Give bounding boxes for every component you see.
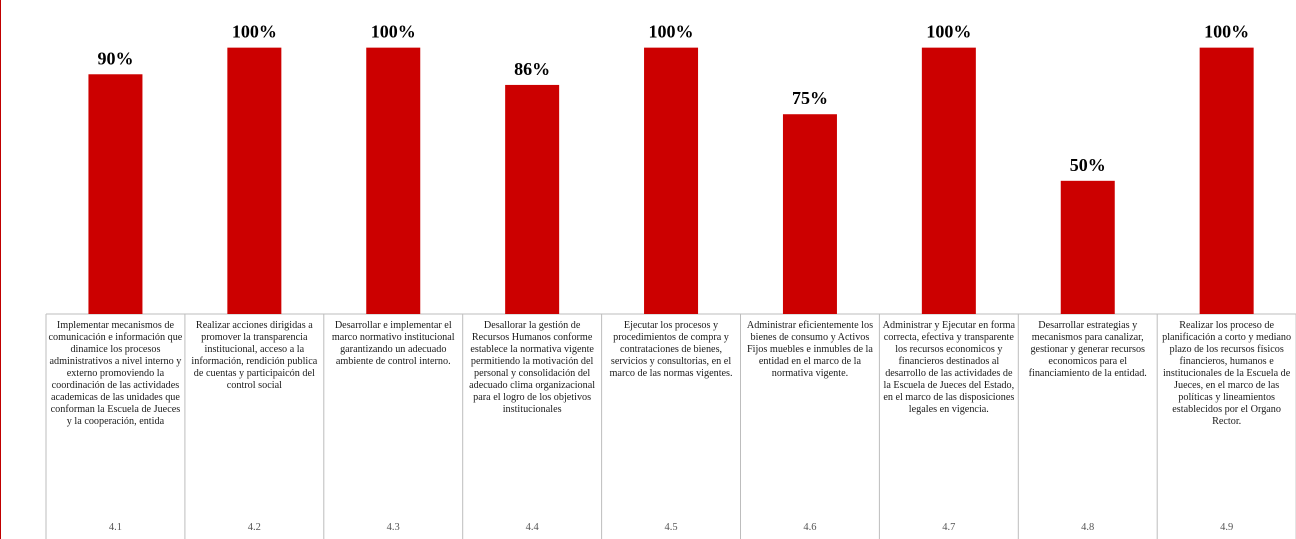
bar-4.2	[227, 47, 282, 315]
data-label-4.4: 86%	[514, 59, 550, 79]
category-code-4.8: 4.8	[1081, 522, 1095, 533]
category-code-4.5: 4.5	[664, 522, 678, 533]
category-description-4.5: Ejecutar los procesos y procedimientos d…	[609, 320, 733, 379]
data-label-4.7: 100%	[926, 22, 971, 42]
data-label-4.1: 90%	[97, 48, 133, 68]
category-code-4.6: 4.6	[803, 522, 817, 533]
bar-4.1	[88, 74, 143, 314]
category-code-4.1: 4.1	[108, 522, 122, 533]
category-description-4.6: Administrar eficientemente los bienes de…	[746, 320, 874, 379]
category-code-4.3: 4.3	[386, 522, 400, 533]
data-label-4.2: 100%	[232, 22, 277, 42]
data-label-4.8: 50%	[1070, 155, 1106, 175]
chart-left-border	[0, 0, 1, 539]
bar-4.6	[782, 114, 837, 315]
category-description-4.7: Administrar y Ejecutar en forma correcta…	[882, 320, 1016, 415]
bar-4.5	[644, 47, 699, 315]
category-code-4.7: 4.7	[942, 522, 956, 533]
category-code-4.4: 4.4	[525, 522, 539, 533]
bar-4.4	[505, 84, 560, 314]
category-description-4.9: Realizar los proceso de planificación a …	[1162, 320, 1292, 427]
category-description-4.3: Desarrollar e implementar el marco norma…	[331, 320, 455, 367]
category-description-4.4: Desallorar la gestión de Recursos Humano…	[469, 320, 596, 415]
category-description-4.1: Implementar mecanismos de comunicación e…	[48, 320, 183, 427]
data-label-4.5: 100%	[649, 22, 694, 42]
bar-4.7	[921, 47, 976, 315]
data-label-4.9: 100%	[1204, 22, 1249, 42]
bar-4.3	[366, 47, 421, 315]
category-code-4.9: 4.9	[1220, 522, 1234, 533]
category-description-4.2: Realizar acciones dirigidas a promover l…	[191, 320, 318, 391]
bar-4.9	[1199, 47, 1254, 315]
category-description-4.8: Desarrollar estrategias y mecanismos par…	[1028, 320, 1147, 379]
data-label-4.3: 100%	[371, 22, 416, 42]
data-label-4.6: 75%	[792, 88, 828, 108]
category-code-4.2: 4.2	[247, 522, 261, 533]
bar-4.8	[1060, 180, 1115, 314]
